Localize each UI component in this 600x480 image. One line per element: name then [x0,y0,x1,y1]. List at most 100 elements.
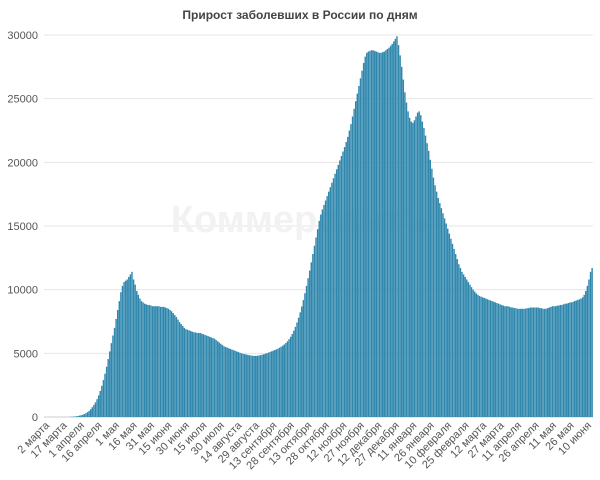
bar [362,63,365,417]
bar [589,271,592,417]
bar [131,271,133,417]
bar [88,410,90,417]
bar [328,191,330,417]
bar [535,307,538,417]
bar [177,319,179,417]
bar [294,326,297,417]
bar [202,334,205,417]
bar [524,308,527,417]
bar [109,351,111,417]
bar-series [69,36,593,418]
bar [231,349,233,417]
bar [215,339,217,417]
bar [348,130,351,417]
bar [191,331,193,417]
bar [78,415,81,417]
bar [497,303,500,417]
bar [161,306,163,417]
bar [358,85,360,418]
bar [247,354,249,417]
bar [353,108,355,417]
bar [337,164,339,417]
bar [470,287,473,417]
bar [329,187,332,417]
bar [585,290,587,417]
bar [518,308,520,417]
bar [183,327,186,417]
bar [186,329,189,417]
bar [383,51,385,418]
bar [312,254,314,417]
bar [512,307,514,417]
bar [245,354,247,417]
bar [451,243,454,417]
bar [262,354,265,417]
bar [232,350,235,417]
bar [320,214,322,417]
bar [323,204,325,417]
bar [169,310,171,417]
bar [558,305,560,417]
bar [201,333,203,417]
bar [259,355,262,417]
bar [386,49,389,417]
bar [261,354,263,417]
bar [343,147,346,418]
bar [248,355,251,417]
bar [170,311,173,417]
bar [118,301,121,417]
bar [175,317,178,417]
bar [115,318,117,417]
bar [205,335,208,417]
bar [347,136,349,417]
bar [578,299,581,417]
bar [242,353,244,417]
bar [321,209,324,417]
bar [142,302,144,417]
bar [372,50,374,417]
bar [75,416,78,417]
bar [467,282,470,417]
bar [401,66,403,417]
bar [475,293,478,417]
bar [459,268,462,417]
y-tick-label: 0 [32,412,38,424]
bar [570,302,573,417]
bar [283,344,286,417]
bar [178,322,181,417]
bar [404,92,406,418]
bar [86,412,89,417]
bar [505,306,508,417]
bar [410,121,412,417]
bar [566,303,568,417]
bar [356,93,359,417]
bar [143,303,146,417]
bar [399,55,401,418]
bar [554,306,557,417]
bar [101,385,103,417]
bar [136,290,138,417]
bar [91,407,94,417]
bar [537,307,539,417]
bar [488,299,490,417]
bar [443,218,446,417]
bar [559,304,562,417]
bar [424,135,427,417]
bar [156,306,159,417]
bar [318,220,320,417]
bar [147,304,149,417]
bar [520,308,522,417]
bar [493,301,495,417]
bar [223,346,225,417]
bar [394,38,397,417]
bar [85,413,87,417]
bar [304,293,306,417]
bar [573,301,576,417]
bar [415,116,417,418]
bar [293,330,295,417]
bar [128,276,130,417]
bar [421,121,424,417]
bar [310,262,312,417]
bar [572,301,574,417]
